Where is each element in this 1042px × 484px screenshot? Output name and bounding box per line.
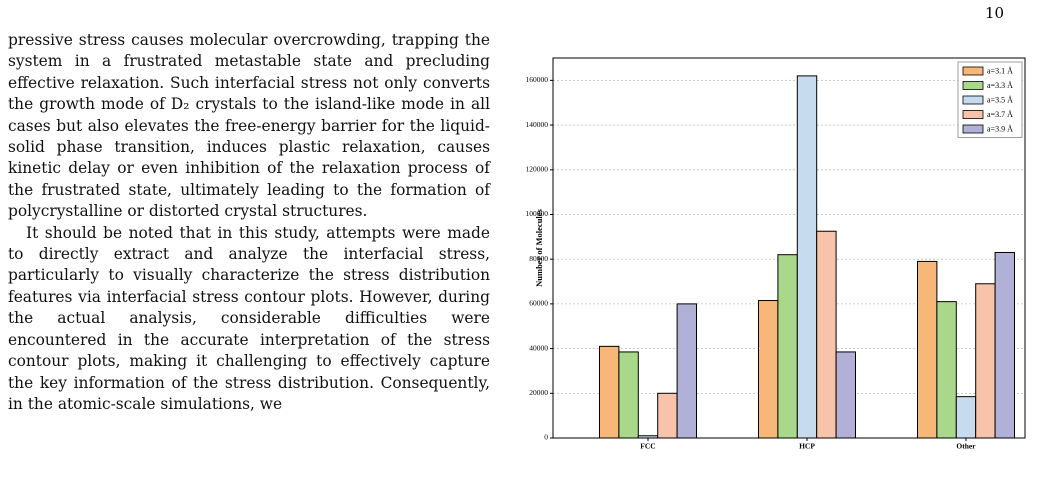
y-tick-label: 100000 — [526, 209, 549, 218]
legend-label: a=3.9 Å — [987, 124, 1013, 133]
legend-label: a=3.5 Å — [987, 95, 1013, 104]
x-tick-label: Other — [956, 442, 976, 451]
text-column: pressive stress causes molecular overcro… — [8, 30, 490, 415]
x-tick-label: FCC — [640, 442, 655, 451]
page-number: 10 — [985, 4, 1005, 22]
bar — [657, 392, 678, 439]
bar — [936, 301, 957, 439]
bar — [676, 303, 697, 439]
y-tick-label: 80000 — [529, 254, 548, 263]
legend-swatch — [962, 95, 984, 105]
x-tick-label: HCP — [799, 442, 815, 451]
y-tick-label: 140000 — [526, 120, 549, 129]
legend-label: a=3.7 Å — [987, 110, 1013, 119]
legend-label: a=3.3 Å — [987, 81, 1013, 90]
y-tick-label: 20000 — [529, 388, 548, 397]
legend-swatch — [962, 110, 984, 119]
y-tick-label: 160000 — [526, 75, 549, 84]
bar — [777, 254, 798, 439]
paragraph: It should be noted that in this study, a… — [8, 223, 490, 413]
legend-swatch — [962, 81, 984, 90]
bar — [599, 345, 620, 439]
legend-swatch — [962, 124, 984, 134]
y-tick-label: 40000 — [529, 343, 548, 352]
y-tick-label: 0 — [544, 433, 548, 442]
legend-label: a=3.1 Å — [987, 66, 1013, 75]
bar — [955, 396, 977, 439]
bar — [917, 260, 938, 439]
bar — [758, 300, 779, 439]
bar — [975, 283, 996, 439]
paragraph: pressive stress causes molecular overcro… — [8, 31, 490, 221]
bar — [816, 230, 837, 439]
bar — [994, 251, 1015, 439]
bar — [796, 75, 818, 439]
bar — [835, 351, 856, 439]
y-tick-label: 60000 — [529, 299, 548, 308]
y-tick-label: 120000 — [526, 164, 549, 173]
plot-frame — [552, 57, 1026, 439]
y-axis-label: Number of Molecules — [534, 208, 544, 286]
legend-swatch — [962, 66, 984, 76]
bar — [618, 351, 639, 439]
